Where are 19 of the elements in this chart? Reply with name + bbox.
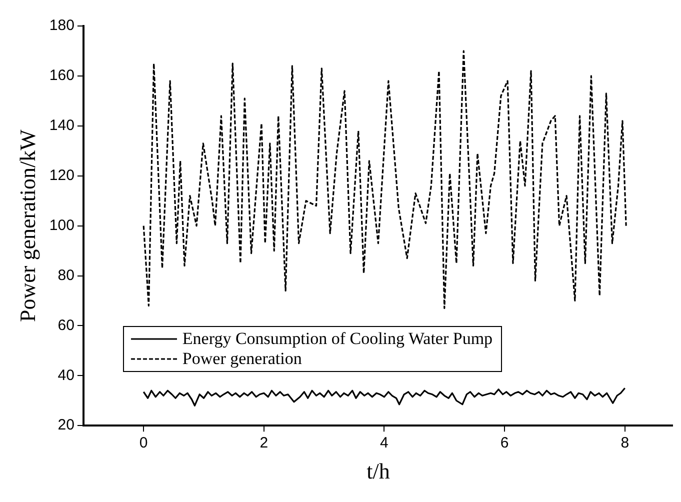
y-tick-label: 80 xyxy=(58,266,74,284)
legend-label: Energy Consumption of Cooling Water Pump xyxy=(182,328,493,349)
x-tick-label: 2 xyxy=(260,434,268,452)
y-tick-label: 20 xyxy=(58,416,74,434)
y-tick-label: 120 xyxy=(49,166,74,184)
y-tick-label: 40 xyxy=(58,366,74,384)
y-tick-label: 60 xyxy=(58,316,74,334)
y-tick-label: 180 xyxy=(49,17,74,34)
line-series xyxy=(142,50,627,310)
x-tick-label: 6 xyxy=(500,434,509,452)
x-tick-label: 4 xyxy=(380,434,388,452)
y-tick-label: 160 xyxy=(49,67,74,84)
y-tick-label: 140 xyxy=(49,117,74,134)
y-axis-title: Power generation/kW xyxy=(14,129,40,322)
x-tick-label: 0 xyxy=(139,434,148,452)
legend-label: Power generation xyxy=(182,348,302,369)
y-tick-label: 100 xyxy=(49,216,74,234)
x-tick-label: 8 xyxy=(620,434,630,452)
x-axis-title: t/h xyxy=(366,458,390,484)
